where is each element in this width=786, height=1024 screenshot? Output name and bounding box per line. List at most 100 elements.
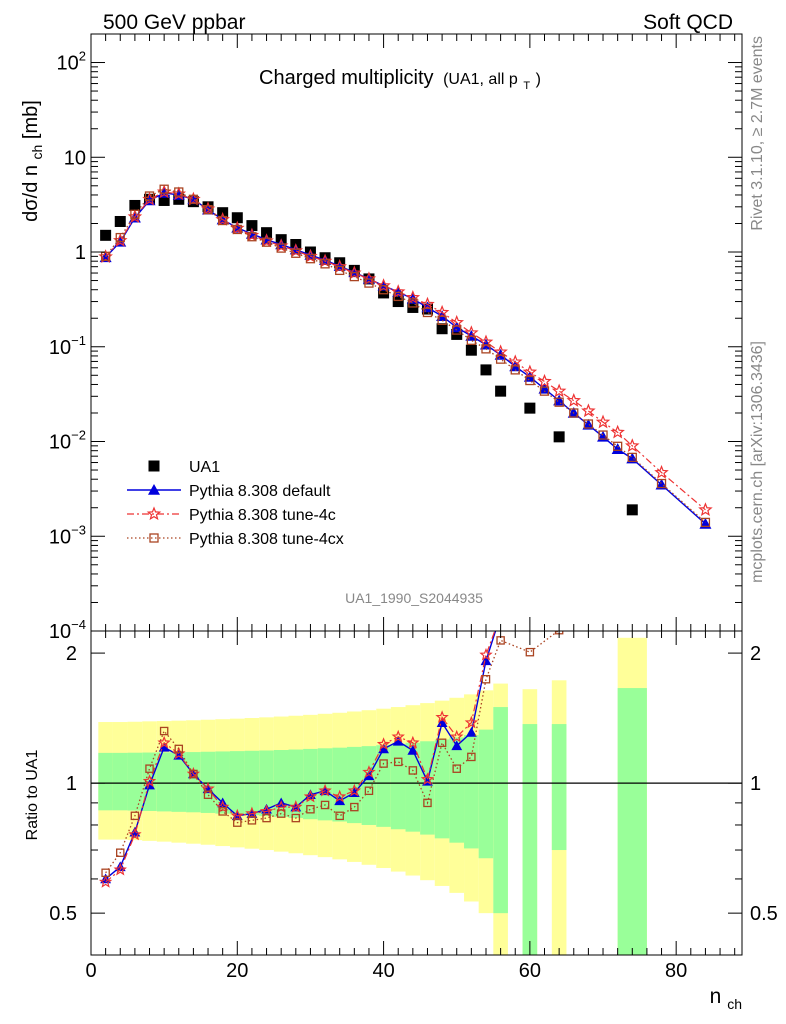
point-data bbox=[158, 194, 170, 206]
header-left-text: 500 GeV ppbar bbox=[103, 11, 245, 34]
side-label-rivet: Rivet 3.1.10, ≥ 2.7M events bbox=[749, 36, 766, 231]
ratio-point-tune4cx bbox=[291, 813, 301, 823]
point-tune4cx bbox=[291, 248, 301, 258]
band-inner bbox=[288, 749, 304, 819]
main-y-tick-label-base: 10 bbox=[57, 53, 79, 75]
main-y-tick-label-base: 10 bbox=[49, 526, 71, 548]
ratio-point-tune4cx bbox=[437, 738, 447, 748]
ratio-point-tune4c bbox=[98, 875, 113, 888]
point-default bbox=[611, 443, 624, 454]
series-line-tune4c bbox=[105, 191, 706, 511]
ratio-point-tune4cx bbox=[306, 804, 315, 814]
point-tune4cx bbox=[700, 517, 711, 528]
point-data bbox=[114, 215, 126, 227]
point-tune4cx bbox=[364, 278, 374, 288]
ratio-point-tune4c bbox=[347, 783, 362, 797]
ratio-point-default bbox=[334, 795, 346, 806]
main-y-tick-label-base: 10 bbox=[49, 432, 71, 454]
point-tune4cx bbox=[261, 237, 272, 247]
ratio-point-tune4cx bbox=[379, 759, 388, 768]
point-tune4cx bbox=[100, 251, 111, 261]
point-tune4c bbox=[698, 502, 713, 517]
point-tune4c bbox=[610, 424, 625, 439]
band-inner bbox=[551, 724, 567, 851]
band-inner bbox=[361, 746, 377, 825]
point-tune4cx bbox=[408, 298, 418, 308]
point-tune4cx bbox=[320, 259, 330, 269]
main-y-tick-label-exp: 2 bbox=[79, 49, 86, 64]
ratio-point-tune4cx bbox=[393, 757, 403, 767]
main-y-tick-label: 1 bbox=[75, 242, 86, 264]
ratio-point-tune4c bbox=[450, 729, 464, 743]
point-data bbox=[465, 344, 477, 356]
ratio-point-tune4cx bbox=[320, 800, 330, 810]
point-tune4cx bbox=[656, 478, 667, 489]
band-inner bbox=[98, 752, 113, 811]
x-axis-label: n ch bbox=[710, 985, 742, 1012]
main-y-tick-label: 102 bbox=[57, 49, 86, 75]
ratio-y-tick-label: 1 bbox=[66, 773, 77, 795]
band-inner bbox=[493, 707, 508, 914]
point-tune4c bbox=[390, 284, 406, 299]
ratio-y-tick-label: 0.5 bbox=[49, 903, 77, 925]
y-axis-label-ratio: Ratio to UA1 bbox=[24, 750, 41, 841]
point-tune4cx bbox=[466, 335, 477, 345]
ratio-layer bbox=[91, 610, 742, 955]
main-y-tick-label: 10−4 bbox=[49, 617, 86, 643]
band-inner bbox=[127, 752, 143, 811]
point-tune4cx bbox=[144, 191, 155, 201]
point-tune4cx bbox=[437, 315, 447, 325]
y-axis-label-main-unit: [mb] bbox=[20, 100, 42, 139]
ratio-point-default bbox=[144, 779, 155, 790]
series-data bbox=[100, 193, 638, 516]
point-tune4cx bbox=[481, 344, 491, 354]
point-tune4cx bbox=[613, 441, 623, 451]
main-y-tick-label-base: 1 bbox=[75, 242, 86, 264]
band-inner bbox=[156, 752, 172, 812]
point-data bbox=[231, 212, 243, 224]
x-tick-label: 60 bbox=[519, 960, 541, 982]
ratio-point-tune4c bbox=[479, 647, 493, 661]
ratio-point-tune4cx bbox=[350, 802, 359, 812]
ratio-point-tune4cx bbox=[101, 868, 110, 878]
main-y-tick-label: 10−3 bbox=[49, 522, 86, 548]
main-title-suffix: (UA1, all p bbox=[443, 71, 518, 88]
ratio-point-default bbox=[114, 861, 126, 872]
band-inner bbox=[617, 688, 647, 955]
point-tune4c bbox=[449, 314, 465, 329]
point-tune4c bbox=[537, 373, 552, 388]
ratio-point-tune4c bbox=[420, 772, 435, 786]
point-data bbox=[100, 229, 112, 241]
ratio-point-default bbox=[480, 655, 492, 666]
point-tune4cx bbox=[174, 187, 184, 197]
ratio-point-tune4c bbox=[113, 862, 127, 876]
ratio-point-tune4c bbox=[245, 806, 259, 820]
point-data bbox=[378, 287, 390, 299]
ratio-point-tune4cx bbox=[145, 764, 154, 773]
ratio-y-tick-label-right: 0.5 bbox=[750, 903, 778, 925]
header-right-text: Soft QCD bbox=[643, 11, 733, 34]
point-tune4c bbox=[332, 259, 347, 273]
ratio-series-tune4cx bbox=[101, 631, 564, 878]
point-data bbox=[246, 220, 258, 232]
legend-label-tune4cx: Pythia 8.308 tune-4cx bbox=[189, 531, 344, 548]
ratio-point-tune4cx bbox=[335, 811, 344, 821]
point-default bbox=[582, 418, 595, 430]
main-y-tick-label-base: 10 bbox=[49, 337, 71, 359]
ratio-point-default bbox=[495, 610, 506, 620]
point-data bbox=[436, 323, 448, 335]
ratio-series-tune4c bbox=[98, 631, 496, 888]
ratio-point-tune4cx bbox=[218, 807, 227, 816]
main-y-tick-label: 10−2 bbox=[49, 428, 86, 454]
ratio-point-tune4c bbox=[406, 735, 420, 749]
ratio-point-tune4c bbox=[376, 737, 391, 750]
ratio-point-tune4cx bbox=[423, 798, 432, 808]
point-tune4cx bbox=[188, 194, 199, 204]
ratio-point-tune4c bbox=[259, 804, 274, 818]
point-tune4c bbox=[522, 364, 538, 379]
point-data bbox=[261, 227, 273, 239]
main-y-tick-label-exp: −4 bbox=[71, 617, 86, 632]
point-tune4c bbox=[405, 289, 421, 304]
band-inner bbox=[303, 748, 318, 820]
